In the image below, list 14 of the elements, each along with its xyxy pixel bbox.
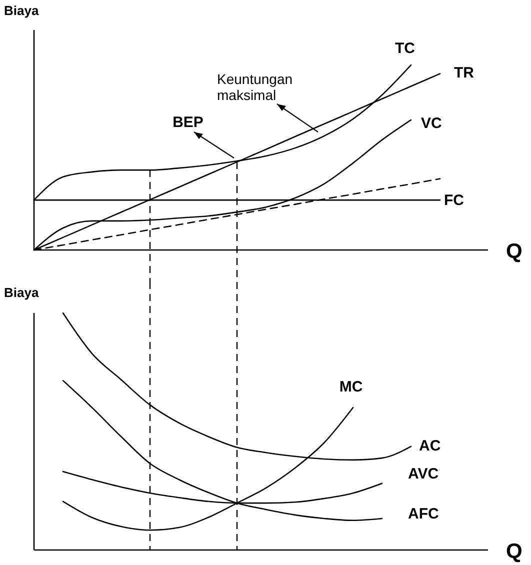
series-label: AVC bbox=[408, 465, 439, 482]
x-axis-title: Q bbox=[506, 240, 522, 263]
series-label: AC bbox=[419, 437, 441, 454]
series-label: TC bbox=[395, 40, 416, 57]
series-label: MC bbox=[339, 378, 363, 396]
series-label: FC bbox=[444, 192, 464, 210]
series-label: VC bbox=[421, 114, 442, 132]
series-label: AFC bbox=[408, 505, 439, 522]
series-label: TR bbox=[454, 64, 474, 82]
annotation: BEP bbox=[172, 114, 204, 131]
annotation: Keuntungan maksimal bbox=[217, 71, 296, 103]
x-axis-title: Q bbox=[506, 540, 522, 563]
y-axis-title: Biaya bbox=[4, 3, 40, 18]
y-axis-title: Biaya bbox=[4, 285, 40, 300]
